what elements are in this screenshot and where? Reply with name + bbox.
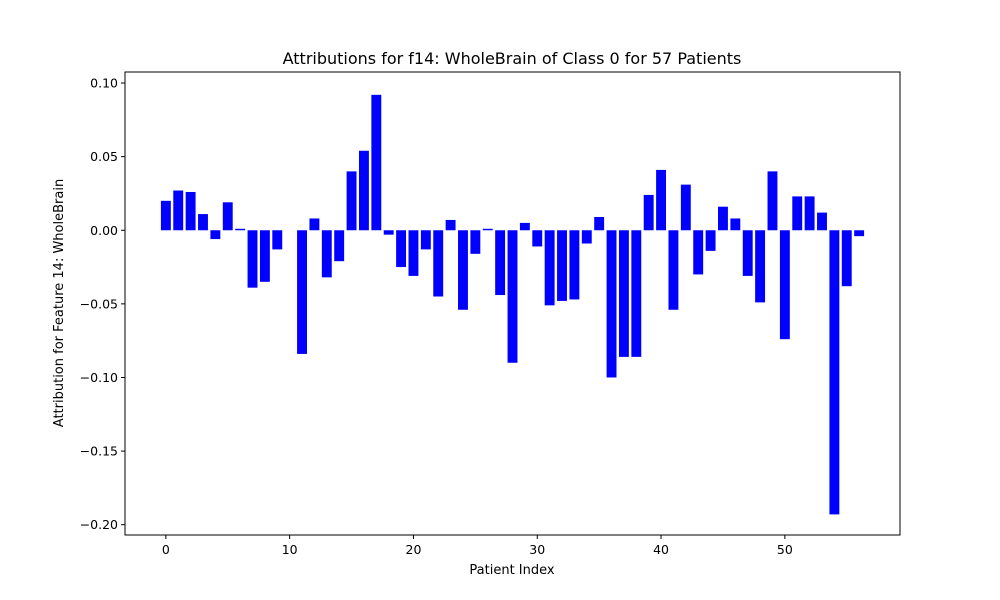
bar-patient-14: [334, 230, 345, 262]
bar-patient-20: [408, 230, 419, 276]
bar-patient-4: [210, 230, 221, 240]
bar-patient-2: [185, 191, 196, 231]
bar-patient-39: [643, 194, 654, 231]
bar-patient-3: [198, 214, 208, 231]
bar-patient-55: [841, 230, 852, 287]
x-tick-label: 30: [529, 542, 545, 557]
bar-patient-38: [631, 230, 642, 357]
bar-patient-43: [693, 230, 704, 275]
bar-patient-8: [259, 230, 270, 282]
bar-patient-33: [569, 230, 580, 300]
x-tick-label: 40: [653, 542, 669, 557]
y-tick-label: 0.05: [90, 149, 118, 164]
bar-patient-35: [594, 217, 605, 231]
bar-patient-11: [297, 230, 307, 354]
bar-patient-5: [222, 202, 233, 231]
y-tick-label: −0.10: [80, 370, 118, 385]
bar-patient-45: [718, 206, 728, 231]
bar-patient-30: [532, 230, 543, 247]
bar-patient-25: [470, 230, 481, 254]
x-tick-label: 20: [406, 542, 422, 557]
bar-patient-36: [606, 230, 617, 378]
bar-patient-32: [557, 230, 567, 301]
x-tick-label: 10: [282, 542, 298, 557]
bar-patient-19: [396, 230, 407, 268]
bar-patient-47: [742, 230, 753, 276]
bar-patient-56: [854, 230, 865, 237]
bar-patient-23: [445, 219, 456, 231]
bar-patient-34: [581, 230, 592, 244]
plot-frame: [124, 71, 901, 536]
bar-patient-22: [433, 230, 444, 297]
bar-patient-48: [755, 230, 766, 303]
bar-patient-27: [495, 230, 506, 296]
bar-patient-21: [420, 230, 431, 250]
bar-patient-40: [656, 169, 667, 231]
bar-patient-50: [779, 230, 790, 340]
bar-patient-54: [829, 230, 840, 515]
bar-patient-9: [272, 230, 283, 250]
bar-patient-49: [767, 171, 778, 231]
bar-patient-31: [544, 230, 555, 306]
x-axis-ticks: 0 10 20 30 40 50: [162, 535, 793, 557]
y-tick-label: 0.10: [90, 76, 118, 91]
bar-patient-1: [173, 190, 184, 231]
bar-patient-12: [309, 218, 320, 231]
bar-patient-41: [668, 230, 679, 310]
bar-patient-52: [804, 196, 815, 231]
bar-patient-24: [458, 230, 468, 310]
bar-patient-6: [235, 228, 246, 231]
bar-patient-44: [705, 230, 716, 251]
y-tick-label: −0.20: [80, 517, 118, 532]
bar-patient-16: [358, 150, 369, 231]
bar-patient-18: [383, 230, 394, 235]
y-tick-label: 0.00: [90, 223, 118, 238]
bar-patient-26: [482, 228, 493, 231]
chart-title: Attributions for f14: WholeBrain of Clas…: [283, 49, 742, 68]
bar-patient-29: [519, 222, 530, 231]
bar-patient-42: [680, 184, 691, 231]
y-tick-label: −0.05: [80, 296, 118, 311]
bars-group: [160, 94, 865, 515]
bar-patient-51: [792, 196, 803, 231]
x-tick-label: 50: [777, 542, 793, 557]
bar-patient-13: [321, 230, 332, 278]
bar-patient-7: [247, 230, 258, 288]
bar-patient-28: [507, 230, 518, 363]
bar-patient-17: [371, 94, 382, 231]
bar-patient-0: [160, 200, 171, 231]
bar-patient-46: [730, 218, 741, 231]
x-tick-label: 0: [162, 542, 170, 557]
y-axis-label: Attribution for Feature 14: WholeBrain: [52, 179, 67, 427]
bar-patient-15: [346, 171, 357, 231]
y-axis-ticks: −0.20 −0.15 −0.10 −0.05 0.00 0.05 0.10: [80, 76, 125, 532]
bar-patient-53: [817, 212, 827, 231]
bar-patient-37: [618, 230, 629, 357]
y-tick-label: −0.15: [80, 444, 118, 459]
x-axis-label: Patient Index: [469, 563, 554, 578]
